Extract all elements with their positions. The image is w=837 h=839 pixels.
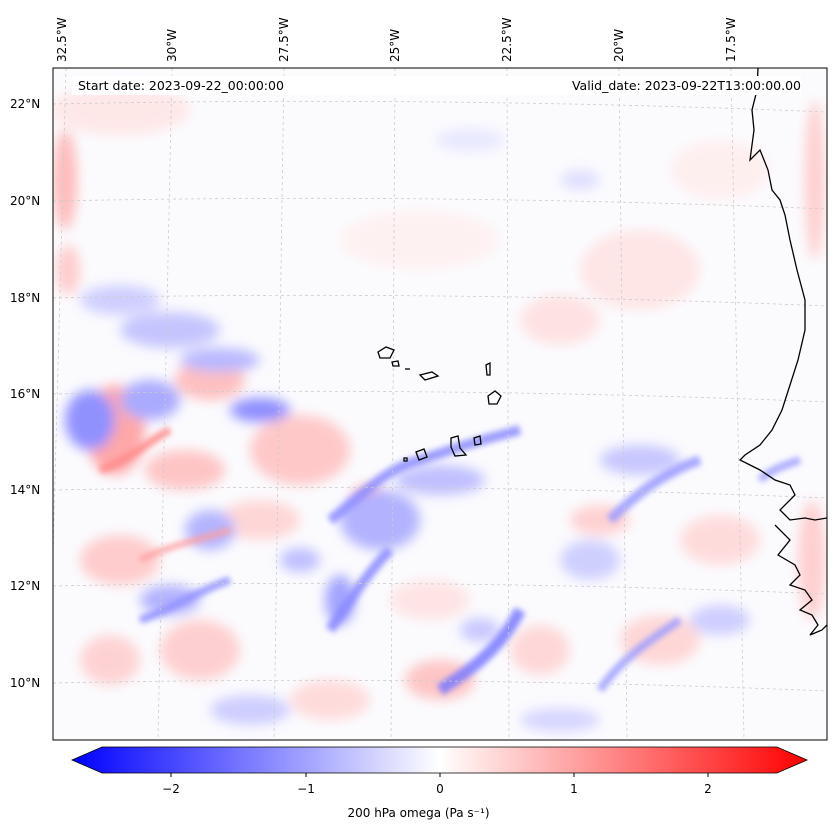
colorbar-tick-2: 2 bbox=[704, 782, 712, 796]
lat-label-20n: 20°N bbox=[10, 194, 41, 208]
lon-label-20w: 20°W bbox=[612, 28, 626, 62]
map-frame bbox=[52, 67, 828, 741]
colorbar-tick-1: 1 bbox=[570, 782, 578, 796]
lat-label-10n: 10°N bbox=[10, 676, 41, 690]
colorbar-tick-0: 0 bbox=[436, 782, 444, 796]
colorbar-tick-minus-1: −1 bbox=[297, 782, 315, 796]
start-date-label: Start date: 2023-09-22_00:00:00 bbox=[72, 76, 444, 95]
cape-verde-islands bbox=[377, 346, 502, 462]
lon-label-22-5w: 22.5°W bbox=[500, 17, 514, 62]
colorbar bbox=[70, 746, 809, 777]
valid-date-label: Valid_date: 2023-09-22T13:00:00.00 bbox=[438, 76, 801, 95]
lon-label-17-5w: 17.5°W bbox=[724, 17, 738, 62]
graticule bbox=[53, 68, 827, 740]
lon-label-30w: 30°W bbox=[165, 28, 179, 62]
lon-label-32-5w: 32.5°W bbox=[55, 17, 69, 62]
lat-label-22n: 22°N bbox=[10, 97, 41, 111]
lon-label-25w: 25°W bbox=[388, 28, 402, 62]
lat-label-12n: 12°N bbox=[10, 579, 41, 593]
lat-label-14n: 14°N bbox=[10, 483, 41, 497]
lon-label-27-5w: 27.5°W bbox=[277, 17, 291, 62]
colorbar-tick-minus-2: −2 bbox=[162, 782, 180, 796]
lat-label-18n: 18°N bbox=[10, 291, 41, 305]
africa-coastline bbox=[738, 68, 827, 521]
colorbar-label: 200 hPa omega (Pa s⁻¹) bbox=[347, 806, 490, 820]
lat-label-16n: 16°N bbox=[10, 387, 41, 401]
omega-field bbox=[53, 68, 827, 740]
